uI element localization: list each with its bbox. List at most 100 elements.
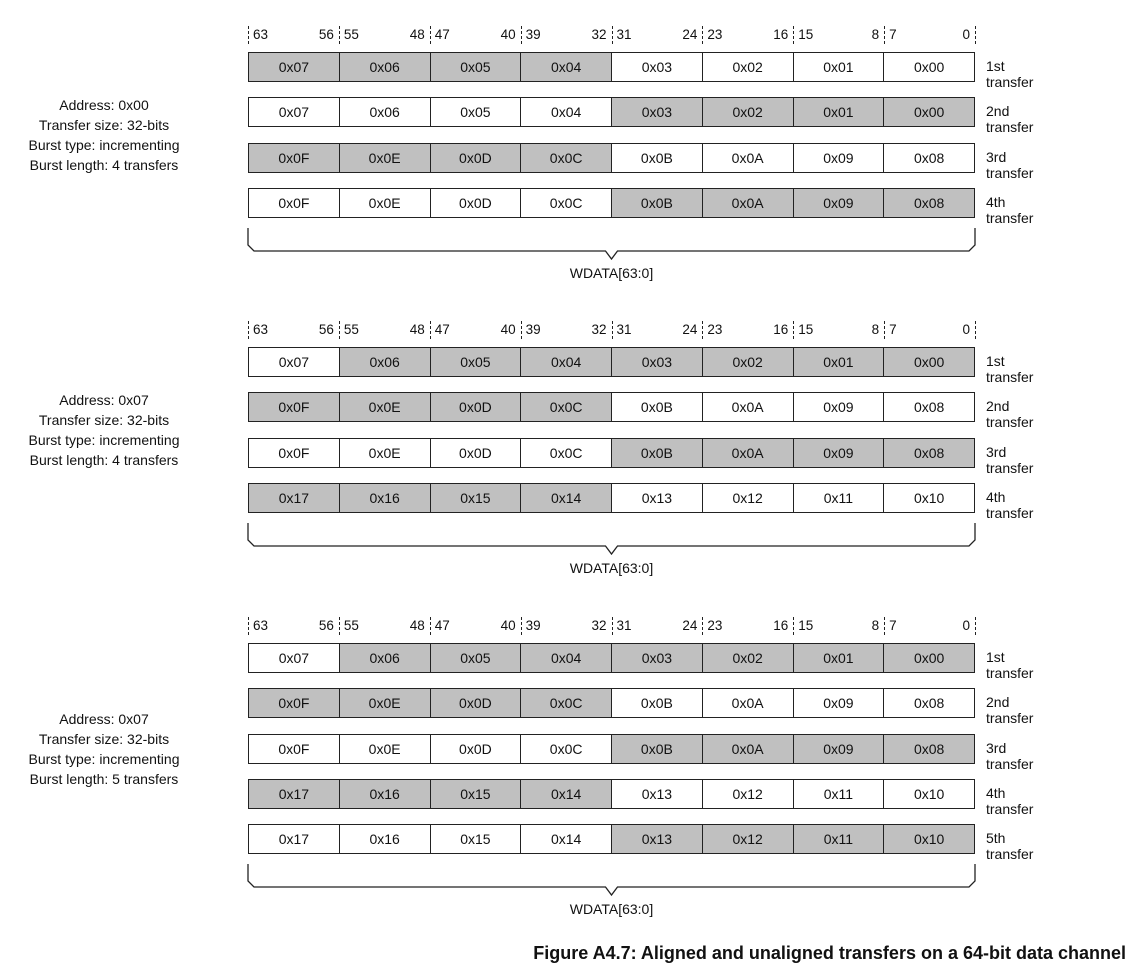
byte-lane-cell: 0x09 xyxy=(794,689,885,718)
byte-lane-cell: 0x12 xyxy=(702,825,794,854)
bit-label-low: 32 xyxy=(591,322,607,337)
byte-lane-cell: 0x02 xyxy=(702,348,794,376)
byte-lane-cell: 0x17 xyxy=(249,825,340,854)
byte-lane-cell: 0x11 xyxy=(794,483,885,512)
bit-boundary-tick xyxy=(793,26,795,44)
byte-lane-cell: 0x07 xyxy=(249,98,340,127)
bit-label-high: 63 xyxy=(253,322,269,337)
byte-lane-cell: 0x0D xyxy=(430,393,522,422)
byte-lane-cell: 0x01 xyxy=(793,348,885,376)
info-line: Transfer size: 32-bits xyxy=(38,411,170,428)
byte-lane-cell: 0x09 xyxy=(794,143,885,172)
bit-label-high: 23 xyxy=(707,27,723,42)
byte-lane-cell: 0x13 xyxy=(612,825,703,854)
transfer-row: 0x07 0x06 0x05 0x04 0x03 0x02 0x01 0x00 xyxy=(248,347,975,377)
bus-label: WDATA[63:0] xyxy=(569,559,654,576)
byte-lane-cell: 0x05 xyxy=(430,348,522,376)
transfer-info: Address: 0x07 Transfer size: 32-bits Burst… xyxy=(0,390,208,470)
bit-label-high: 63 xyxy=(253,618,269,633)
transfer-info: Address: 0x00 Transfer size: 32-bits Burst… xyxy=(0,95,208,175)
bit-label-high: 47 xyxy=(434,618,450,633)
transfer-row: 0x07 0x06 0x05 0x04 0x03 0x02 0x01 0x00 xyxy=(248,52,975,82)
byte-lane-cell: 0x14 xyxy=(521,825,612,854)
bit-boundary-tick xyxy=(338,321,340,339)
byte-lane-cell: 0x0D xyxy=(430,689,522,718)
byte-lane-cell: 0x16 xyxy=(339,483,431,512)
bit-label-high: 47 xyxy=(434,322,450,337)
byte-lane-cell: 0x0A xyxy=(702,734,794,763)
byte-lane-cell: 0x03 xyxy=(612,644,703,672)
bit-label-high: 39 xyxy=(525,27,541,42)
bit-boundary-tick xyxy=(611,26,613,44)
bit-label-high: 31 xyxy=(616,618,632,633)
byte-lane-cell: 0x0C xyxy=(521,188,612,217)
byte-lane-cell: 0x0B xyxy=(612,393,703,422)
bit-boundary-tick xyxy=(520,26,522,44)
transfer-label: 4th transfer xyxy=(986,193,1034,226)
transfer-label: 2nd transfer xyxy=(986,398,1034,431)
byte-lane-cell: 0x0F xyxy=(249,438,340,467)
transfer-row: 0x0F 0x0E 0x0D 0x0C 0x0B 0x0A 0x09 0x08 xyxy=(248,437,975,468)
bit-label-low: 24 xyxy=(682,27,698,42)
byte-lane-cell: 0x0C xyxy=(521,689,612,718)
byte-lane-cell: 0x08 xyxy=(913,399,945,416)
byte-lane-cell: 0x17 xyxy=(249,483,340,512)
byte-lane-cell: 0x07 xyxy=(249,53,340,81)
byte-lane-cell: 0x11 xyxy=(793,825,885,854)
bit-label-low: 56 xyxy=(318,618,334,633)
byte-lane-cell: 0x0F xyxy=(249,188,340,217)
byte-lane-cell: 0x10 xyxy=(913,785,945,802)
bit-label-low: 48 xyxy=(409,27,425,42)
byte-lane-cell: 0x05 xyxy=(430,644,522,672)
byte-lane-cell: 0x07 xyxy=(249,644,340,672)
byte-lane-cell: 0x0B xyxy=(612,438,703,467)
byte-lane-cell: 0x0E xyxy=(340,188,431,217)
transfer-row: 0x17 0x16 0x15 0x14 0x13 0x12 0x11 0x10 xyxy=(248,482,975,513)
bit-boundary-tick xyxy=(793,617,795,635)
bit-boundary-tick xyxy=(248,321,249,339)
bit-label-high: 15 xyxy=(798,322,814,337)
byte-lane-cell: 0x0F xyxy=(249,393,340,422)
byte-lane-cell: 0x0F xyxy=(249,689,340,718)
byte-lane-cell: 0x06 xyxy=(339,53,431,81)
info-line: Transfer size: 32-bits xyxy=(38,730,170,747)
bit-boundary-tick xyxy=(975,26,976,44)
byte-lane-cell: 0x05 xyxy=(430,53,522,81)
transfer-label: 4th transfer xyxy=(986,784,1034,817)
bit-label-high: 55 xyxy=(343,27,359,42)
transfer-row: 0x0F 0x0E 0x0D 0x0C 0x0B 0x0A 0x09 0x08 xyxy=(248,187,975,218)
transfer-row: 0x0F 0x0E 0x0D 0x0C 0x0B 0x0A 0x09 0x08 xyxy=(248,733,975,764)
bit-label-low: 8 xyxy=(871,27,880,42)
bit-label-high: 23 xyxy=(707,322,723,337)
bit-label-high: 39 xyxy=(525,322,541,337)
bit-boundary-tick xyxy=(338,617,340,635)
bit-label-low: 16 xyxy=(773,618,789,633)
bit-label-low: 8 xyxy=(871,322,880,337)
bit-label-low: 24 xyxy=(682,618,698,633)
byte-lane-cell: 0x0A xyxy=(702,188,794,217)
bit-boundary-tick xyxy=(975,617,976,635)
transfer-row: 0x07 0x06 0x05 0x04 0x03 0x02 0x01 0x00 xyxy=(248,97,975,128)
byte-lane-cell: 0x12 xyxy=(703,779,794,808)
bit-label-high: 31 xyxy=(616,322,632,337)
byte-lane-cell: 0x07 xyxy=(249,348,340,376)
bit-boundary-tick xyxy=(611,321,613,339)
byte-lane-cell: 0x13 xyxy=(612,483,703,512)
bit-boundary-tick xyxy=(611,617,613,635)
byte-lane-cell: 0x0A xyxy=(703,393,794,422)
byte-lane-cell: 0x11 xyxy=(794,779,885,808)
byte-lane-cell: 0x0E xyxy=(339,393,431,422)
bit-label-low: 32 xyxy=(591,27,607,42)
transfer-label: 1st transfer xyxy=(986,58,1034,90)
bit-boundary-tick xyxy=(702,321,704,339)
bit-label-low: 48 xyxy=(409,322,425,337)
bit-label-high: 15 xyxy=(798,27,814,42)
info-line: Burst length: 4 transfers xyxy=(29,451,179,468)
bit-label-low: 56 xyxy=(318,27,334,42)
bit-boundary-tick xyxy=(975,321,976,339)
info-line: Address: 0x07 xyxy=(59,391,149,408)
byte-lane-cell: 0x0D xyxy=(431,188,522,217)
transfer-label: 4th transfer xyxy=(986,488,1034,521)
byte-lane-cell: 0x03 xyxy=(612,53,703,81)
byte-lane-cell: 0x0E xyxy=(340,438,431,467)
